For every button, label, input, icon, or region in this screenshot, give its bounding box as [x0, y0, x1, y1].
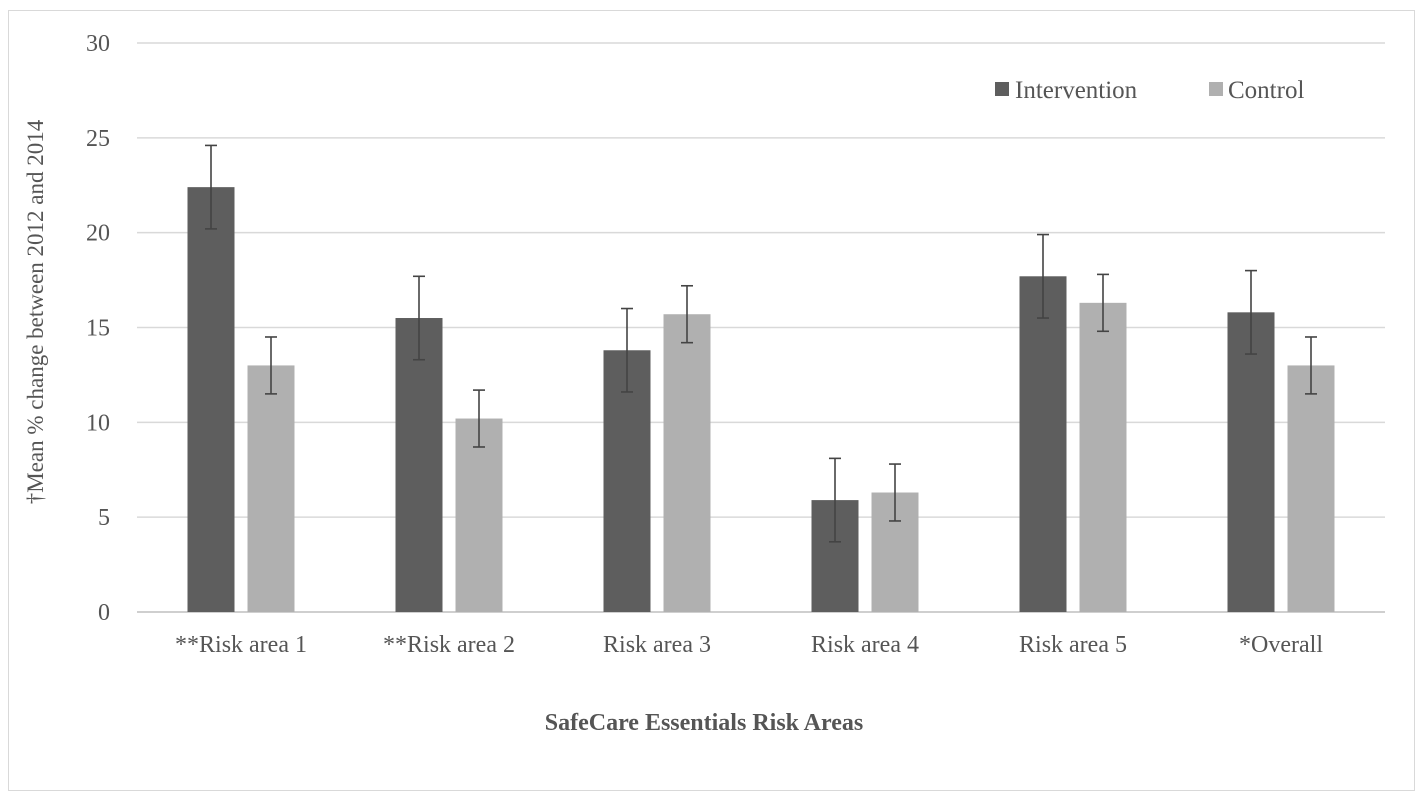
- error-bar-control-3: [681, 284, 693, 344]
- x-axis-title: SafeCare Essentials Risk Areas: [545, 710, 863, 736]
- error-bars: [205, 144, 1317, 543]
- bar-intervention-5: [1019, 276, 1067, 612]
- y-tick-labels: 0 5 10 15 20 25 30: [86, 31, 110, 626]
- bar-intervention-3: [603, 350, 651, 612]
- bar-control-6: [1287, 365, 1335, 612]
- error-bar-intervention-2: [413, 275, 425, 361]
- error-bar-intervention-3: [621, 307, 633, 393]
- category-labels: **Risk area 1 **Risk area 2 Risk area 3 Ris…: [175, 632, 1323, 658]
- error-bar-intervention-4: [829, 457, 841, 543]
- bar-intervention-2: [395, 318, 443, 612]
- bar-intervention-6: [1227, 312, 1275, 612]
- legend-swatch-intervention: [995, 82, 1009, 96]
- category-label: Risk area 3: [603, 632, 711, 658]
- category-label: *Overall: [1239, 632, 1323, 658]
- legend-swatch-control: [1209, 82, 1223, 96]
- error-bar-intervention-5: [1037, 233, 1049, 319]
- error-bar-intervention-1: [205, 144, 217, 230]
- category-label: **Risk area 2: [383, 632, 515, 658]
- y-tick-label: 25: [86, 126, 110, 152]
- bars: [187, 187, 1335, 612]
- error-bar-control-1: [265, 336, 277, 395]
- category-label: Risk area 5: [1019, 632, 1127, 658]
- error-bar-control-5: [1097, 273, 1109, 333]
- y-tick-label: 5: [98, 505, 110, 531]
- category-label: **Risk area 1: [175, 632, 307, 658]
- y-tick-label: 30: [86, 31, 110, 57]
- bar-control-1: [247, 365, 295, 612]
- y-tick-label: 15: [86, 316, 110, 342]
- y-axis-title: †Mean % change between 2012 and 2014: [23, 119, 48, 504]
- error-bar-intervention-6: [1245, 269, 1257, 355]
- legend: Intervention Control: [995, 77, 1304, 104]
- error-bar-control-6: [1305, 336, 1317, 395]
- y-tick-label: 20: [86, 221, 110, 247]
- y-tick-label: 10: [86, 410, 110, 436]
- error-bar-control-2: [473, 389, 485, 448]
- legend-label-intervention: Intervention: [1015, 77, 1138, 104]
- chart-frame: [8, 10, 1415, 791]
- bar-control-5: [1079, 302, 1127, 612]
- legend-label-control: Control: [1228, 77, 1304, 104]
- error-bar-control-4: [889, 463, 901, 522]
- bar-control-3: [663, 314, 711, 612]
- bar-intervention-1: [187, 187, 235, 612]
- gridlines: [137, 42, 1385, 613]
- y-tick-label: 0: [98, 600, 110, 626]
- bar-control-2: [455, 418, 503, 612]
- category-label: Risk area 4: [811, 632, 919, 658]
